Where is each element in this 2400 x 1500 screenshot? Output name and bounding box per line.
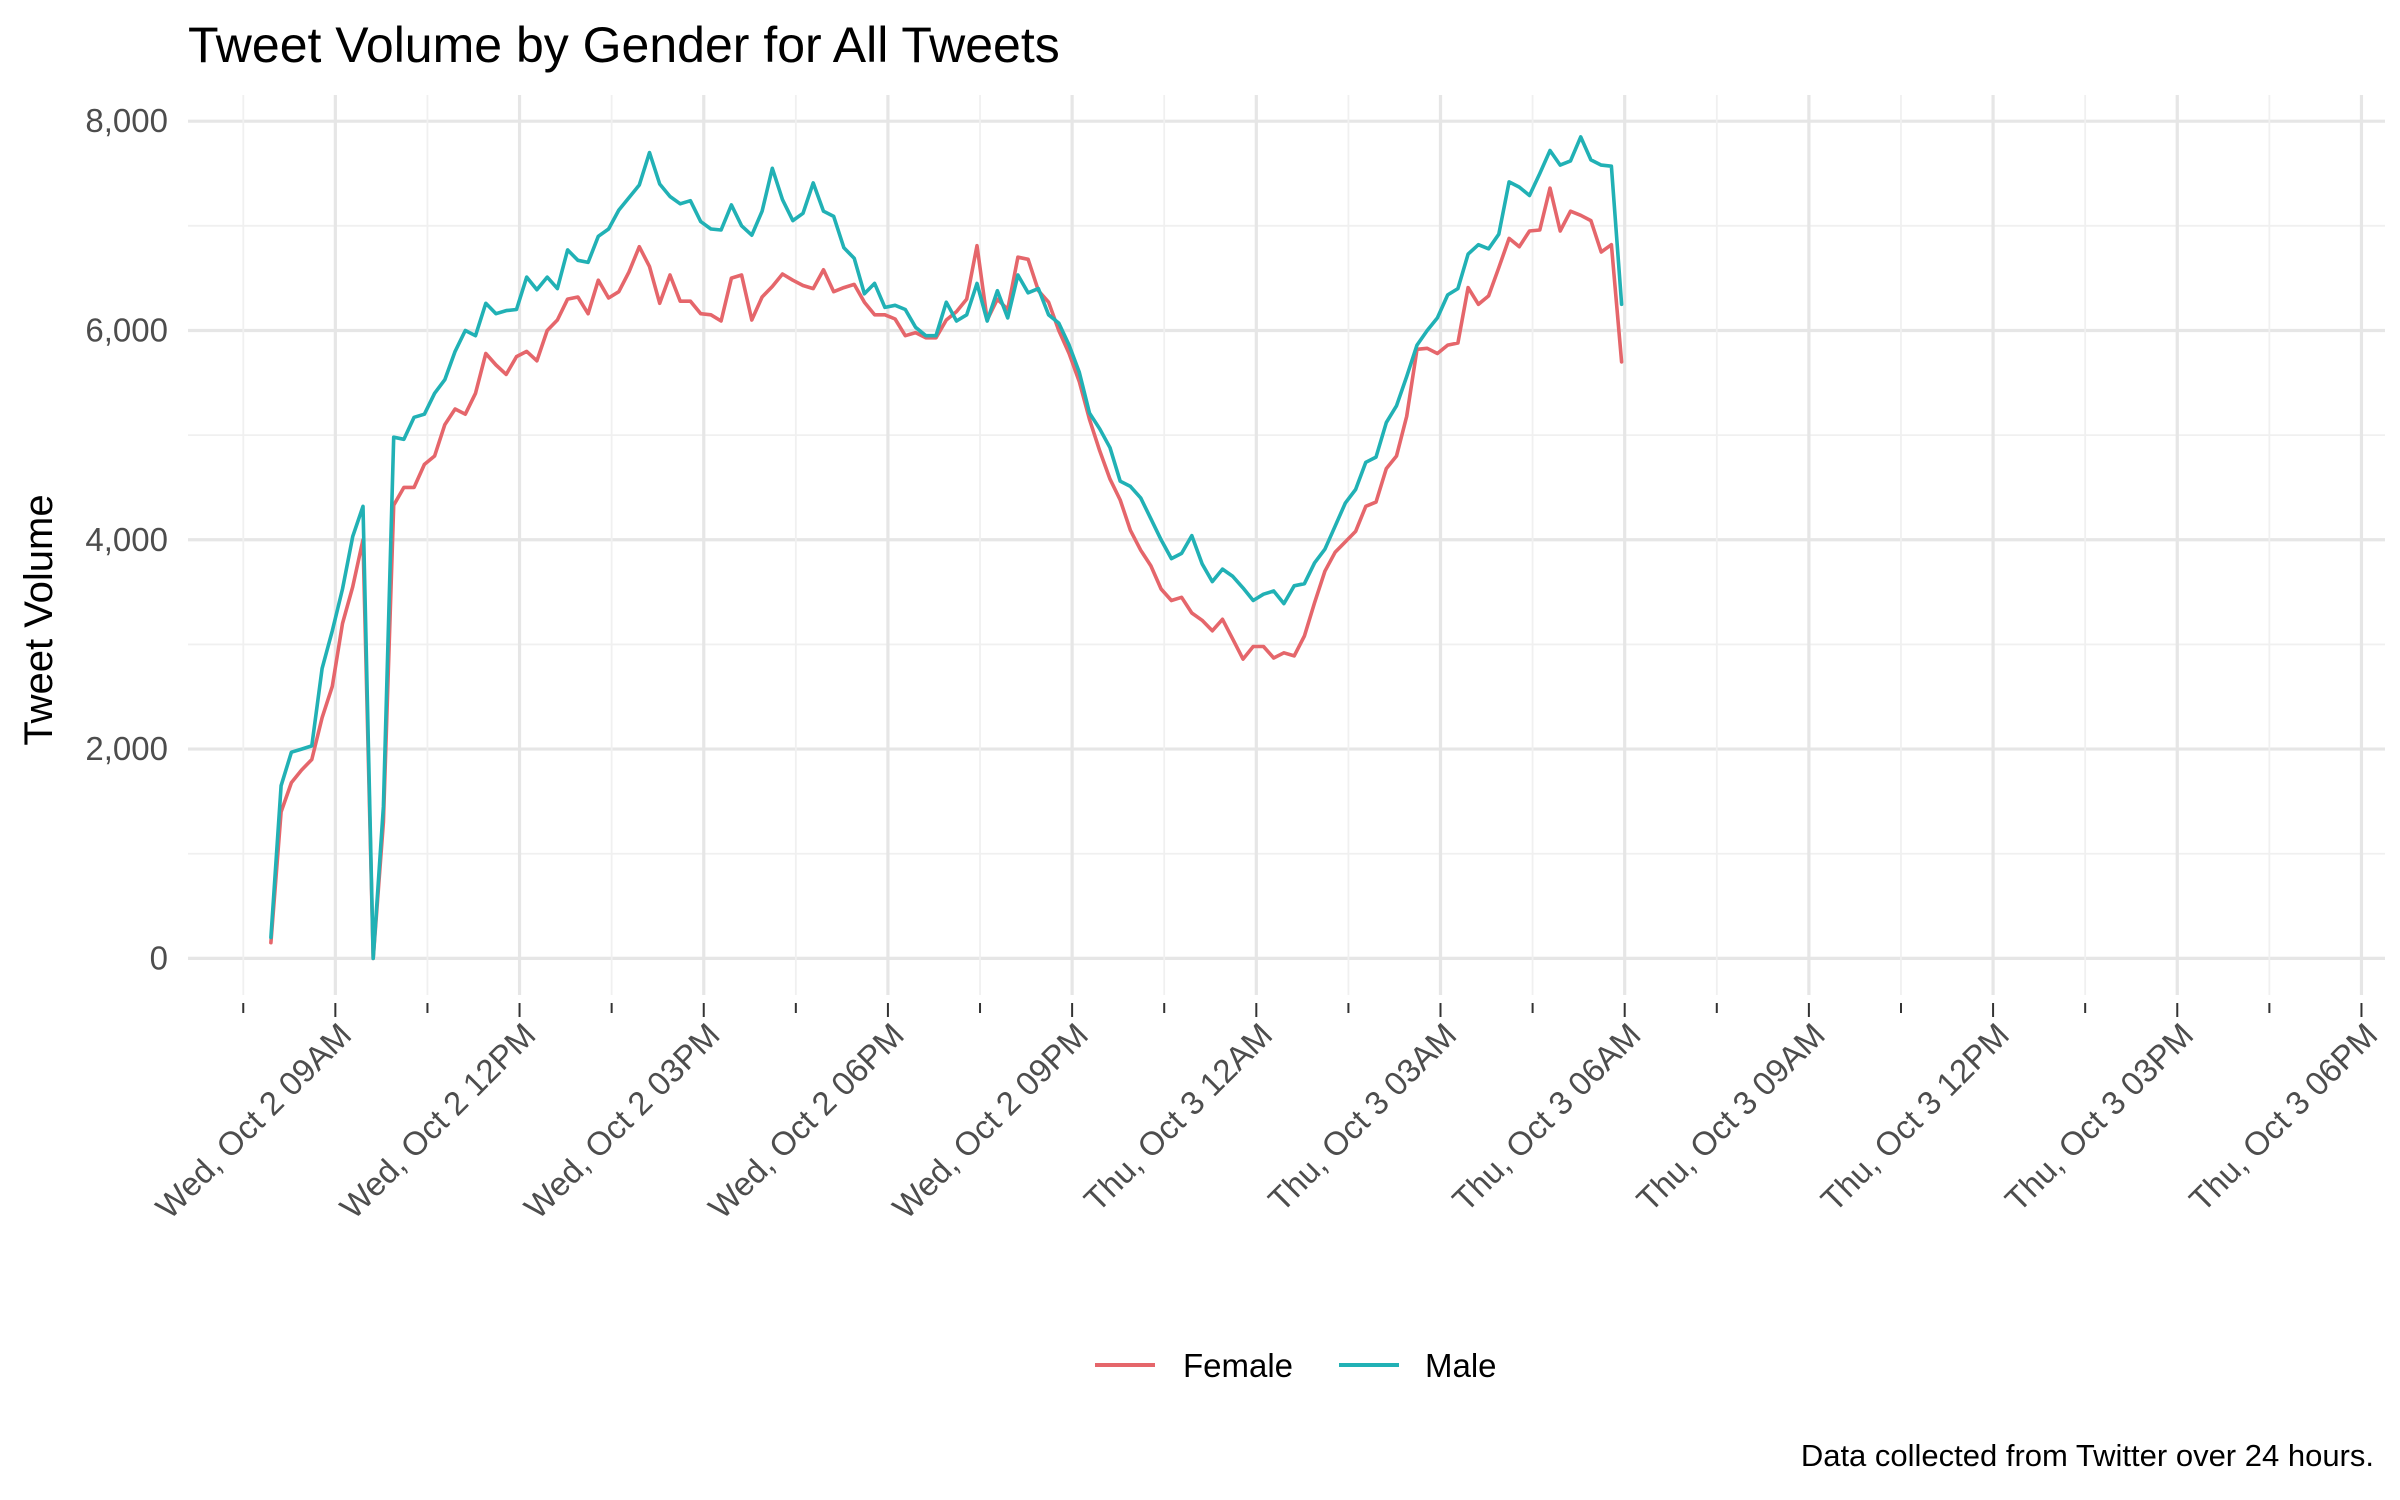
- series-line-male: [269, 135, 1624, 961]
- x-tick-label: Wed, Oct 2 12PM: [333, 1016, 543, 1226]
- x-tick-label: Thu, Oct 3 06AM: [1445, 1016, 1648, 1219]
- x-tick-label: Thu, Oct 3 12AM: [1077, 1016, 1280, 1219]
- y-tick-label: 0: [150, 939, 168, 976]
- legend-label-female: Female: [1183, 1347, 1293, 1384]
- x-tick-label: Wed, Oct 2 03PM: [517, 1016, 727, 1226]
- x-tick-label: Thu, Oct 3 09AM: [1629, 1016, 1832, 1219]
- x-tick-label: Thu, Oct 3 06PM: [2182, 1016, 2385, 1219]
- y-tick-label: 2,000: [85, 730, 168, 767]
- grid: [188, 95, 2385, 995]
- legend-label-male: Male: [1425, 1347, 1497, 1384]
- x-tick-label: Wed, Oct 2 06PM: [701, 1016, 911, 1226]
- y-tick-label: 6,000: [85, 311, 168, 348]
- y-axis-title: Tweet Volume: [17, 494, 61, 745]
- y-tick-label: 8,000: [85, 102, 168, 139]
- y-axis-ticks: 0 2,000 4,000 6,000 8,000: [85, 102, 168, 976]
- series-line-female: [269, 186, 1624, 961]
- x-tick-label: Thu, Oct 3 03PM: [1998, 1016, 2201, 1219]
- x-tick-label: Wed, Oct 2 09AM: [148, 1016, 358, 1226]
- chart-title: Tweet Volume by Gender for All Tweets: [188, 17, 1060, 73]
- x-tick-label: Thu, Oct 3 12PM: [1813, 1016, 2016, 1219]
- x-tick-label: Thu, Oct 3 03AM: [1261, 1016, 1464, 1219]
- legend: Female Male: [1095, 1347, 1497, 1384]
- y-tick-label: 4,000: [85, 521, 168, 558]
- series-lines: [269, 135, 1624, 961]
- x-tick-label: Wed, Oct 2 09PM: [885, 1016, 1095, 1226]
- chart-caption: Data collected from Twitter over 24 hour…: [1801, 1438, 2374, 1473]
